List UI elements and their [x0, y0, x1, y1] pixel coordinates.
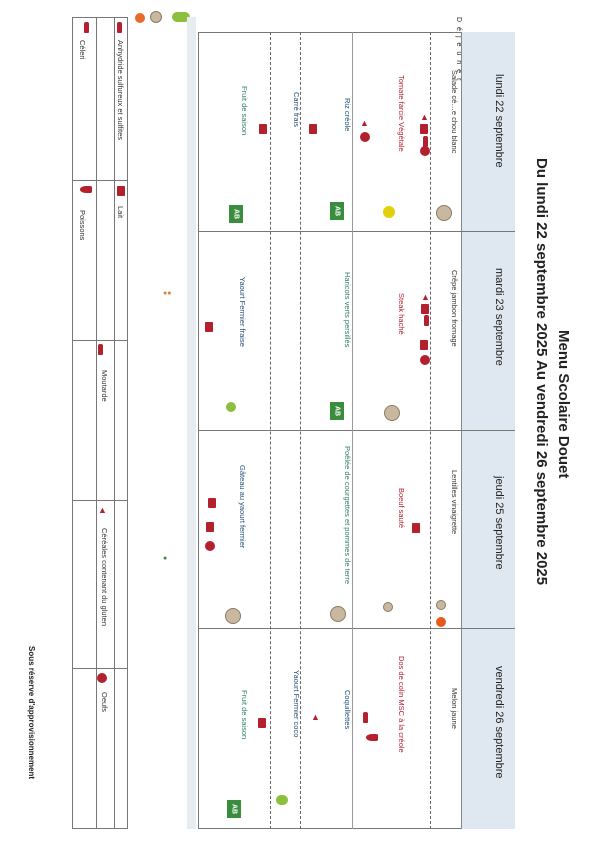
legend-divider [72, 180, 128, 181]
sulfites-icon [423, 136, 428, 147]
legend-item: Oeufs [100, 692, 109, 713]
organic-icon: AB [229, 205, 243, 223]
legend-divider [114, 17, 115, 829]
logo-icon [172, 12, 190, 22]
milk-icon [205, 322, 213, 332]
label-icon: ●● [163, 290, 172, 297]
label-icon [225, 608, 241, 624]
gluten-icon: ▲ [421, 292, 430, 302]
day-divider [198, 628, 515, 629]
legend-divider [96, 17, 97, 829]
side-strip [187, 17, 196, 829]
milk-icon [206, 522, 214, 532]
legend-item: Moutarde [100, 370, 109, 402]
milk-icon [420, 124, 428, 134]
sulfites-icon [424, 315, 429, 326]
label-icon [226, 402, 236, 412]
day-header: jeudi 25 septembre [493, 476, 505, 570]
dish-main: Dos de colin MSC à la créole [397, 656, 406, 753]
egg-icon [205, 541, 215, 551]
dish-dessert: Gâteau au yaourt fermier [238, 465, 247, 549]
celery-icon [84, 22, 89, 33]
legend-divider [72, 340, 128, 341]
fish-icon [80, 186, 92, 193]
legend-divider [72, 668, 128, 669]
label-icon [436, 600, 446, 610]
label-icon [384, 405, 400, 421]
dish-dairy: Carré frais [292, 92, 301, 128]
mustard-icon [98, 344, 103, 355]
label-icon [330, 606, 346, 622]
label-icon: ● [163, 555, 168, 562]
dish-dairy: Yaourt Fermier coco [292, 670, 301, 738]
organic-icon: AB [330, 402, 344, 420]
legend-item: Anhydride sulfureux et sulfites [116, 40, 125, 141]
dish-starter: Lentilles vinaigrette [450, 470, 459, 535]
dish-main: Steak haché [397, 293, 406, 335]
gluten-icon: ▲ [360, 118, 369, 128]
legend-item: Céleri [78, 40, 87, 60]
dish-side: Riz créole [343, 98, 352, 132]
label-icon [436, 205, 452, 221]
milk-icon [412, 523, 420, 533]
gluten-icon: ▲ [98, 505, 107, 515]
fish-icon [366, 734, 378, 741]
page-title: Menu Scolaire Douet [555, 330, 572, 479]
egg-icon [97, 673, 107, 683]
dish-dessert: Fruit de saison [240, 690, 249, 740]
sulfites-icon [363, 712, 368, 723]
day-header: vendredi 26 septembre [493, 666, 505, 779]
milk-icon [258, 718, 266, 728]
dish-side: Poêlée de courgettes et pommes de terre [343, 446, 352, 584]
legend-divider [72, 500, 128, 501]
milk-icon [208, 498, 216, 508]
sulfites-icon [117, 22, 122, 33]
course-separator [300, 32, 301, 829]
label-icon [276, 795, 288, 805]
legend-item: Lait [116, 206, 125, 219]
dish-dessert: Fruit de saison [240, 86, 249, 136]
course-separator [430, 32, 431, 829]
allergen-legend [72, 17, 128, 829]
label-icon [150, 11, 162, 23]
egg-icon [360, 132, 370, 142]
footer-note: Sous réserve d'approvisionnement [27, 646, 36, 780]
dish-main: Boeuf sauté [397, 488, 406, 529]
dish-side: Coquillettes [343, 690, 352, 730]
course-separator [270, 32, 271, 829]
dish-starter: Salade cé…e chou blanc [450, 70, 459, 154]
day-divider [198, 231, 515, 232]
day-header: mardi 23 septembre [493, 268, 505, 366]
label-icon [383, 602, 393, 612]
dish-starter: Melon jaune [450, 688, 459, 729]
milk-icon [309, 124, 317, 134]
egg-icon [420, 355, 430, 365]
dish-side: Haricots verts persillés [343, 272, 352, 348]
milk-icon [259, 124, 267, 134]
fruit-icon [135, 13, 145, 23]
day-header: lundi 22 septembre [493, 74, 505, 168]
organic-icon: AB [330, 202, 344, 220]
gluten-icon: ▲ [420, 112, 429, 122]
milk-icon [420, 340, 428, 350]
day-divider [198, 430, 515, 431]
egg-icon [420, 146, 430, 156]
milk-icon [117, 186, 125, 196]
label-icon [383, 206, 395, 218]
label-icon [436, 617, 446, 627]
gluten-icon: ▲ [311, 712, 320, 722]
dish-main: Tomate farcie Végétale [397, 75, 406, 152]
meal-label: Déjeuner [455, 17, 462, 86]
dish-starter: Crêpe jambon fromage [450, 270, 459, 347]
milk-icon [421, 304, 429, 314]
legend-item: Poissons [78, 210, 87, 241]
course-separator [352, 32, 353, 829]
page-subtitle: Du lundi 22 septembre 2025 Au vendredi 2… [533, 158, 550, 586]
legend-item: Céréales contenant du gluten [100, 528, 109, 626]
dish-dessert: Yaourt Fermier fraise [238, 277, 247, 347]
organic-icon: AB [227, 800, 241, 818]
